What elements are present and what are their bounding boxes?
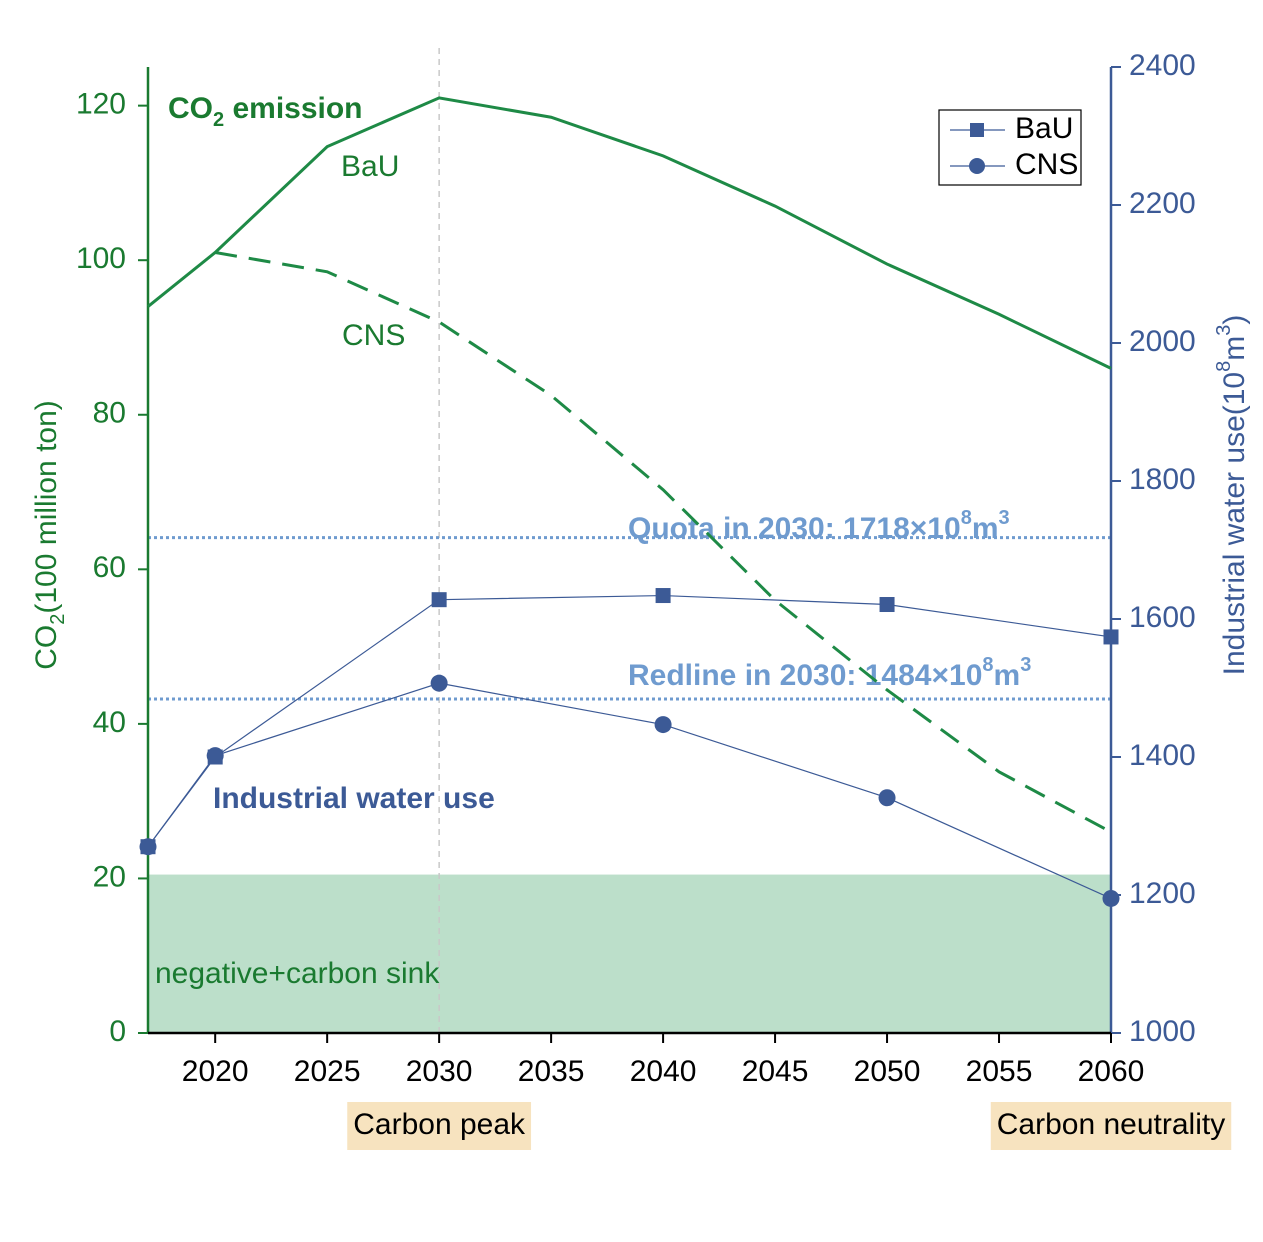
x-tick-label: 2030 bbox=[406, 1055, 473, 1088]
x-tick-label: 2060 bbox=[1078, 1055, 1145, 1088]
y-tick-label: 100 bbox=[76, 242, 126, 275]
series-line bbox=[147, 594, 1112, 848]
marker bbox=[430, 674, 448, 692]
x-tick-label: 2050 bbox=[854, 1055, 921, 1088]
milestone-label: Carbon peak bbox=[353, 1108, 526, 1141]
text-segment: 3 bbox=[999, 507, 1010, 529]
text-segment: Industrial water use bbox=[213, 782, 495, 815]
text-segment: m bbox=[994, 659, 1021, 692]
marker bbox=[206, 747, 224, 765]
text-segment: emission bbox=[224, 92, 362, 125]
text-segment: (100 million ton) bbox=[30, 400, 63, 613]
text-segment: Industrial water use(10 bbox=[1218, 372, 1251, 676]
y-tick-label: 0 bbox=[109, 1015, 126, 1048]
marker bbox=[654, 716, 672, 734]
series-line bbox=[214, 250, 1112, 834]
marker bbox=[655, 588, 671, 604]
text-segment: m bbox=[972, 512, 999, 545]
band-label: negative+carbon sink bbox=[155, 957, 440, 990]
series-line bbox=[147, 96, 1112, 370]
text-segment: 3 bbox=[1213, 325, 1235, 336]
x-tick-label: 2045 bbox=[742, 1055, 809, 1088]
reference-label: Quota in 2030: 1718×108m3 bbox=[628, 507, 1010, 545]
text-segment: Redline in 2030: 1484×10 bbox=[628, 659, 982, 692]
annotation: CO2 emission bbox=[168, 92, 363, 131]
y2-tick-label: 1400 bbox=[1129, 739, 1196, 772]
y-tick-label: 80 bbox=[93, 397, 126, 430]
y2-tick-label: 2200 bbox=[1129, 187, 1196, 220]
text-segment: m bbox=[1218, 336, 1251, 361]
y2-tick-label: 1200 bbox=[1129, 877, 1196, 910]
y-axis-label: CO2(100 million ton) bbox=[30, 400, 69, 670]
legend-marker bbox=[970, 123, 984, 137]
y2-tick-label: 2000 bbox=[1129, 325, 1196, 358]
text-segment: CO bbox=[168, 92, 213, 125]
text-segment: 2 bbox=[213, 109, 224, 131]
text-segment: CO bbox=[30, 625, 63, 670]
marker bbox=[879, 597, 895, 613]
reference-label: Redline in 2030: 1484×108m3 bbox=[628, 654, 1031, 692]
legend-box bbox=[938, 109, 1082, 186]
text-segment: 3 bbox=[1020, 654, 1031, 676]
series-label: BaU bbox=[341, 150, 399, 183]
y2-tick-label: 1000 bbox=[1129, 1015, 1196, 1048]
marker bbox=[878, 789, 896, 807]
y2-tick-label: 2400 bbox=[1129, 49, 1196, 82]
series-label: CNS bbox=[342, 319, 405, 352]
marker bbox=[139, 838, 157, 856]
text-segment: 8 bbox=[1213, 361, 1235, 372]
text-segment: Quota in 2030: 1718×10 bbox=[628, 512, 961, 545]
text-segment: 8 bbox=[982, 654, 993, 676]
milestone-label: Carbon neutrality bbox=[997, 1108, 1225, 1141]
y-tick-label: 40 bbox=[93, 706, 126, 739]
legend-label: CNS bbox=[1015, 148, 1078, 181]
y2-tick-label: 1600 bbox=[1129, 601, 1196, 634]
y-tick-label: 20 bbox=[93, 860, 126, 893]
text-segment: ) bbox=[1218, 315, 1251, 325]
text-segment: 2 bbox=[47, 614, 69, 625]
carbon-sink-band bbox=[148, 874, 1111, 1033]
marker bbox=[431, 592, 447, 608]
y2-axis-label: Industrial water use(108m3) bbox=[1213, 315, 1251, 676]
x-tick-label: 2020 bbox=[182, 1055, 249, 1088]
y2-tick-label: 1800 bbox=[1129, 463, 1196, 496]
milestone-box bbox=[347, 1102, 532, 1150]
legend-marker bbox=[969, 158, 985, 174]
x-tick-label: 2055 bbox=[966, 1055, 1033, 1088]
x-tick-label: 2025 bbox=[294, 1055, 361, 1088]
milestone-box bbox=[990, 1102, 1232, 1150]
legend-label: BaU bbox=[1015, 112, 1073, 145]
x-tick-label: 2035 bbox=[518, 1055, 585, 1088]
series-line bbox=[147, 682, 1112, 899]
y-tick-label: 120 bbox=[76, 88, 126, 121]
marker bbox=[1102, 889, 1120, 907]
marker bbox=[1103, 629, 1119, 645]
y-tick-label: 60 bbox=[93, 551, 126, 584]
text-segment: 8 bbox=[961, 507, 972, 529]
annotation: Industrial water use bbox=[213, 782, 495, 815]
x-tick-label: 2040 bbox=[630, 1055, 697, 1088]
